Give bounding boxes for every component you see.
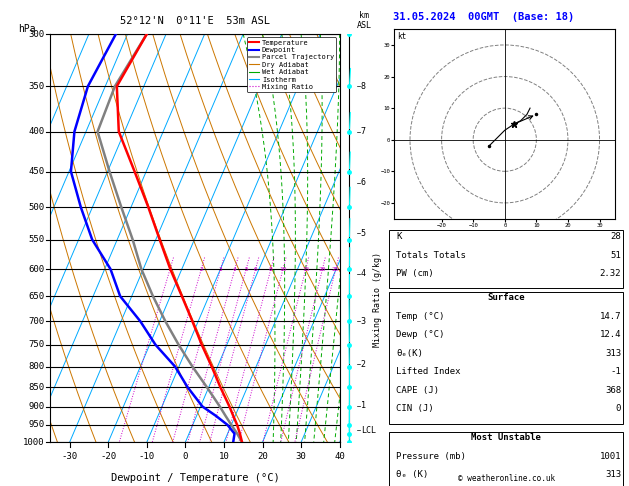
Text: Temp (°C): Temp (°C)	[396, 312, 445, 321]
Text: 500: 500	[28, 203, 45, 212]
Text: 700: 700	[28, 317, 45, 326]
Text: 2.32: 2.32	[599, 269, 621, 278]
Text: 600: 600	[28, 264, 45, 274]
Text: 8: 8	[361, 82, 365, 91]
Text: 313: 313	[605, 470, 621, 479]
Text: 10: 10	[279, 266, 287, 272]
Text: 350: 350	[28, 82, 45, 91]
Text: 7: 7	[361, 127, 365, 136]
Text: 750: 750	[28, 340, 45, 349]
Text: 850: 850	[28, 382, 45, 392]
Text: LCL: LCL	[361, 426, 376, 434]
Text: 313: 313	[605, 349, 621, 358]
Text: 800: 800	[28, 362, 45, 371]
Text: Pressure (mb): Pressure (mb)	[396, 452, 466, 461]
Text: 4: 4	[233, 266, 237, 272]
Text: 1: 1	[361, 401, 365, 410]
Text: 450: 450	[28, 167, 45, 176]
Bar	[389, 432, 623, 486]
Bar	[389, 292, 623, 424]
Text: -1: -1	[610, 367, 621, 376]
Text: kt: kt	[398, 32, 406, 41]
Text: θₑ (K): θₑ (K)	[396, 470, 428, 479]
Text: θₑ(K): θₑ(K)	[396, 349, 423, 358]
Text: 0: 0	[616, 404, 621, 414]
Text: 6: 6	[361, 178, 365, 187]
Text: 900: 900	[28, 402, 45, 411]
Text: 1000: 1000	[23, 438, 45, 447]
Legend: Temperature, Dewpoint, Parcel Trajectory, Dry Adiabat, Wet Adiabat, Isotherm, Mi: Temperature, Dewpoint, Parcel Trajectory…	[247, 37, 336, 92]
Text: 3: 3	[219, 266, 223, 272]
Bar	[389, 230, 623, 288]
Text: 3: 3	[361, 317, 365, 326]
Text: 20: 20	[319, 266, 326, 272]
Text: 300: 300	[28, 30, 45, 38]
Text: 31.05.2024  00GMT  (Base: 18): 31.05.2024 00GMT (Base: 18)	[393, 12, 574, 22]
Text: PW (cm): PW (cm)	[396, 269, 434, 278]
Text: 6: 6	[253, 266, 257, 272]
Text: km
ASL: km ASL	[357, 11, 372, 30]
Text: 8: 8	[269, 266, 273, 272]
Text: 650: 650	[28, 292, 45, 301]
Text: hPa: hPa	[18, 24, 36, 34]
Text: 550: 550	[28, 235, 45, 244]
Text: 25: 25	[332, 266, 340, 272]
Text: 5: 5	[244, 266, 248, 272]
Text: Dewpoint / Temperature (°C): Dewpoint / Temperature (°C)	[111, 473, 279, 483]
Text: 10: 10	[218, 452, 230, 462]
Text: 52°12'N  0°11'E  53m ASL: 52°12'N 0°11'E 53m ASL	[120, 16, 270, 26]
Text: Mixing Ratio (g/kg): Mixing Ratio (g/kg)	[373, 252, 382, 347]
Text: Totals Totals: Totals Totals	[396, 251, 466, 260]
Text: 28: 28	[610, 232, 621, 241]
Text: 15: 15	[302, 266, 309, 272]
Text: © weatheronline.co.uk: © weatheronline.co.uk	[458, 474, 555, 484]
Text: 40: 40	[334, 452, 345, 462]
Text: Most Unstable: Most Unstable	[471, 433, 542, 442]
Text: 2: 2	[361, 360, 365, 369]
Text: 2: 2	[199, 266, 203, 272]
Text: 950: 950	[28, 420, 45, 429]
Text: 1: 1	[168, 266, 172, 272]
Text: CIN (J): CIN (J)	[396, 404, 434, 414]
Text: 20: 20	[257, 452, 268, 462]
Text: 51: 51	[610, 251, 621, 260]
Text: CAPE (J): CAPE (J)	[396, 386, 440, 395]
Text: 0: 0	[182, 452, 188, 462]
Text: -10: -10	[139, 452, 155, 462]
Text: Lifted Index: Lifted Index	[396, 367, 461, 376]
Text: 14.7: 14.7	[599, 312, 621, 321]
Text: 12.4: 12.4	[599, 330, 621, 339]
Text: -30: -30	[62, 452, 77, 462]
Text: K: K	[396, 232, 402, 241]
Text: 30: 30	[296, 452, 306, 462]
Text: 4: 4	[361, 269, 365, 278]
Text: Dewp (°C): Dewp (°C)	[396, 330, 445, 339]
Text: 5: 5	[361, 229, 365, 238]
Text: 1001: 1001	[599, 452, 621, 461]
Text: 400: 400	[28, 127, 45, 136]
Text: -20: -20	[100, 452, 116, 462]
Text: Surface: Surface	[487, 293, 525, 302]
Text: 368: 368	[605, 386, 621, 395]
